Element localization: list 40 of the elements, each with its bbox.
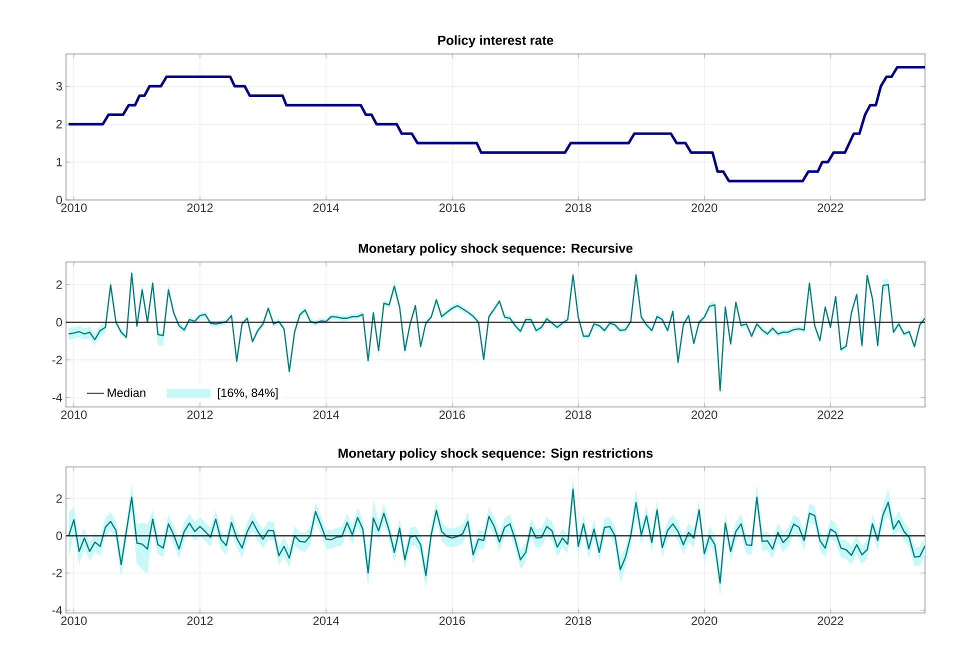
x-tick-label: 2012 [187, 204, 213, 212]
x-tick-label: 2020 [692, 616, 718, 626]
y-tick-label: -2 [52, 356, 62, 364]
y-tick-label: -4 [52, 606, 62, 614]
y-tick-label: 2 [56, 494, 62, 503]
x-tick-label: 2012 [187, 410, 213, 420]
x-tick-label: 2018 [566, 616, 592, 626]
x-tick-label: 2018 [566, 410, 592, 420]
y-tick-label: 2 [56, 120, 62, 128]
x-tick-label: 2016 [439, 616, 465, 626]
x-tick-label: 2014 [313, 204, 340, 212]
chart-title: Policy interest rate [438, 35, 554, 48]
legend-label: Median [108, 388, 146, 398]
y-tick-label: 2 [56, 280, 62, 289]
x-tick-label: 2022 [818, 616, 844, 626]
x-tick-label: 2010 [61, 616, 87, 626]
x-tick-label: 2010 [61, 204, 87, 212]
y-tick-label: -4 [52, 393, 62, 402]
x-tick-label: 2018 [566, 204, 592, 212]
x-tick-label: 2022 [818, 410, 844, 420]
y-tick-label: 0 [56, 318, 62, 326]
x-tick-label: 2012 [187, 616, 213, 626]
x-tick-label: 2022 [818, 204, 844, 212]
line-series [68, 488, 925, 584]
x-tick-label: 2020 [692, 204, 718, 212]
chart-title: Monetary policy shock sequence: Recursive [358, 243, 633, 256]
chart-title: Monetary policy shock sequence: Sign restrictions [338, 448, 653, 460]
line-series [67, 66, 925, 182]
x-tick-label: 2014 [313, 410, 340, 420]
y-tick-label: 3 [56, 82, 62, 90]
x-tick-label: 2016 [439, 204, 465, 212]
y-tick-label: 0 [56, 196, 62, 204]
x-tick-label: 2014 [313, 616, 340, 626]
x-tick-label: 2010 [61, 410, 87, 420]
annotation: [16%, 84%] [218, 388, 278, 400]
x-tick-label: 2016 [439, 410, 465, 420]
y-tick-label: 1 [56, 158, 62, 166]
x-tick-label: 2020 [692, 410, 718, 420]
y-tick-label: -2 [52, 568, 62, 578]
y-tick-label: 0 [56, 532, 62, 540]
